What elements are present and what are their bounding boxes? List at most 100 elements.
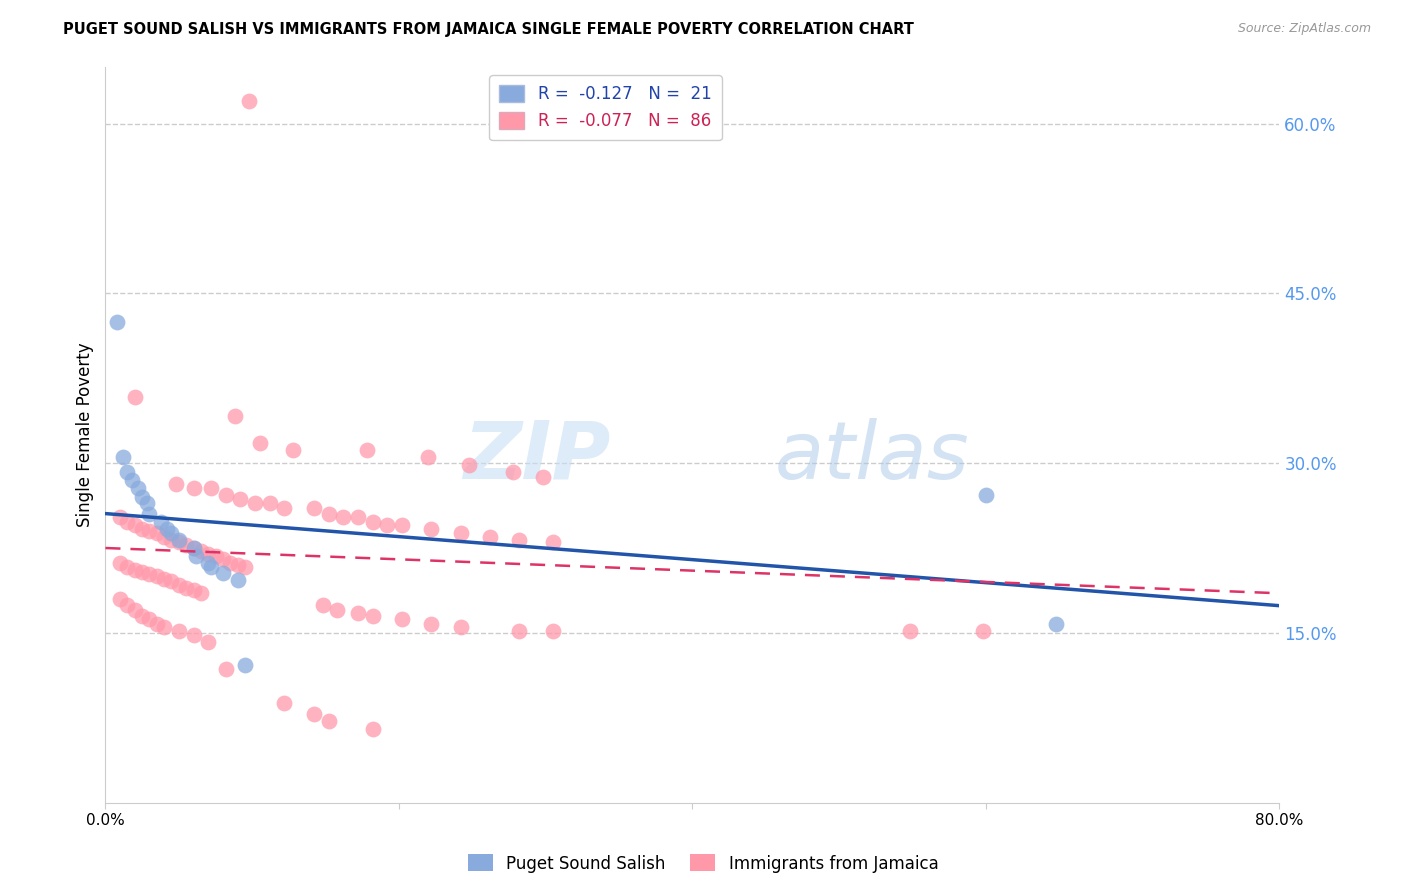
Point xyxy=(167,535,190,549)
Point xyxy=(215,488,238,502)
Point xyxy=(418,450,440,465)
Point xyxy=(146,526,169,541)
Point xyxy=(124,563,146,577)
Point xyxy=(138,612,160,626)
Point xyxy=(219,556,242,570)
Point xyxy=(318,714,340,729)
Point xyxy=(229,492,252,507)
Point xyxy=(347,606,370,620)
Y-axis label: Single Female Poverty: Single Female Poverty xyxy=(76,343,94,527)
Point xyxy=(420,522,443,536)
Text: PUGET SOUND SALISH VS IMMIGRANTS FROM JAMAICA SINGLE FEMALE POVERTY CORRELATION : PUGET SOUND SALISH VS IMMIGRANTS FROM JA… xyxy=(63,22,914,37)
Point xyxy=(150,515,173,529)
Point xyxy=(138,507,160,521)
Point xyxy=(183,481,205,495)
Point xyxy=(174,538,197,552)
Point xyxy=(167,533,190,548)
Point xyxy=(138,524,160,538)
Point xyxy=(898,624,921,638)
Point xyxy=(974,488,997,502)
Point xyxy=(226,573,249,587)
Point xyxy=(190,544,212,558)
Point xyxy=(233,560,256,574)
Point xyxy=(153,530,176,544)
Point xyxy=(108,510,131,524)
Point xyxy=(183,582,205,597)
Point xyxy=(450,620,472,634)
Point xyxy=(318,507,340,521)
Point xyxy=(211,566,233,580)
Point xyxy=(361,723,384,737)
Point xyxy=(160,533,183,548)
Point xyxy=(508,624,530,638)
Point xyxy=(458,458,481,473)
Point xyxy=(112,450,135,465)
Point xyxy=(174,581,197,595)
Point xyxy=(478,530,501,544)
Legend: Puget Sound Salish, Immigrants from Jamaica: Puget Sound Salish, Immigrants from Jama… xyxy=(461,847,945,880)
Point xyxy=(183,541,205,555)
Point xyxy=(347,510,370,524)
Point xyxy=(138,567,160,582)
Text: ZIP: ZIP xyxy=(463,418,610,496)
Point xyxy=(124,518,146,533)
Point xyxy=(117,598,139,612)
Point xyxy=(127,481,149,495)
Point xyxy=(131,609,153,624)
Point xyxy=(146,569,169,583)
Point xyxy=(160,574,183,588)
Point xyxy=(302,501,325,516)
Point xyxy=(356,442,378,457)
Point xyxy=(153,620,176,634)
Point xyxy=(332,510,354,524)
Point xyxy=(259,496,281,510)
Point xyxy=(283,442,305,457)
Point xyxy=(131,490,153,504)
Point xyxy=(197,556,219,570)
Point xyxy=(249,435,271,450)
Point xyxy=(190,586,212,600)
Point xyxy=(146,616,169,631)
Point xyxy=(361,515,384,529)
Point xyxy=(311,598,333,612)
Point xyxy=(375,518,398,533)
Point xyxy=(326,603,349,617)
Point xyxy=(167,578,190,592)
Point xyxy=(165,476,187,491)
Point xyxy=(186,549,208,563)
Point xyxy=(117,515,139,529)
Point xyxy=(105,315,128,329)
Point xyxy=(302,707,325,722)
Point xyxy=(541,624,564,638)
Point xyxy=(541,535,564,549)
Point xyxy=(238,94,260,108)
Point xyxy=(160,526,183,541)
Point xyxy=(215,662,238,676)
Point xyxy=(135,496,157,510)
Point xyxy=(153,572,176,586)
Point xyxy=(117,560,139,574)
Point xyxy=(131,565,153,579)
Text: Source: ZipAtlas.com: Source: ZipAtlas.com xyxy=(1237,22,1371,36)
Point xyxy=(197,635,219,649)
Point xyxy=(131,522,153,536)
Point xyxy=(167,624,190,638)
Point xyxy=(117,465,139,479)
Point xyxy=(1045,616,1067,631)
Point xyxy=(200,481,222,495)
Point xyxy=(183,541,205,555)
Point xyxy=(502,465,524,479)
Point xyxy=(108,556,131,570)
Point xyxy=(420,616,443,631)
Point xyxy=(391,518,413,533)
Point xyxy=(211,552,233,566)
Point xyxy=(226,558,249,572)
Point xyxy=(121,473,143,487)
Point xyxy=(273,696,295,710)
Point xyxy=(124,603,146,617)
Point xyxy=(450,526,472,541)
Point xyxy=(233,657,256,672)
Point xyxy=(108,592,131,607)
Point xyxy=(224,409,246,423)
Point xyxy=(124,391,146,405)
